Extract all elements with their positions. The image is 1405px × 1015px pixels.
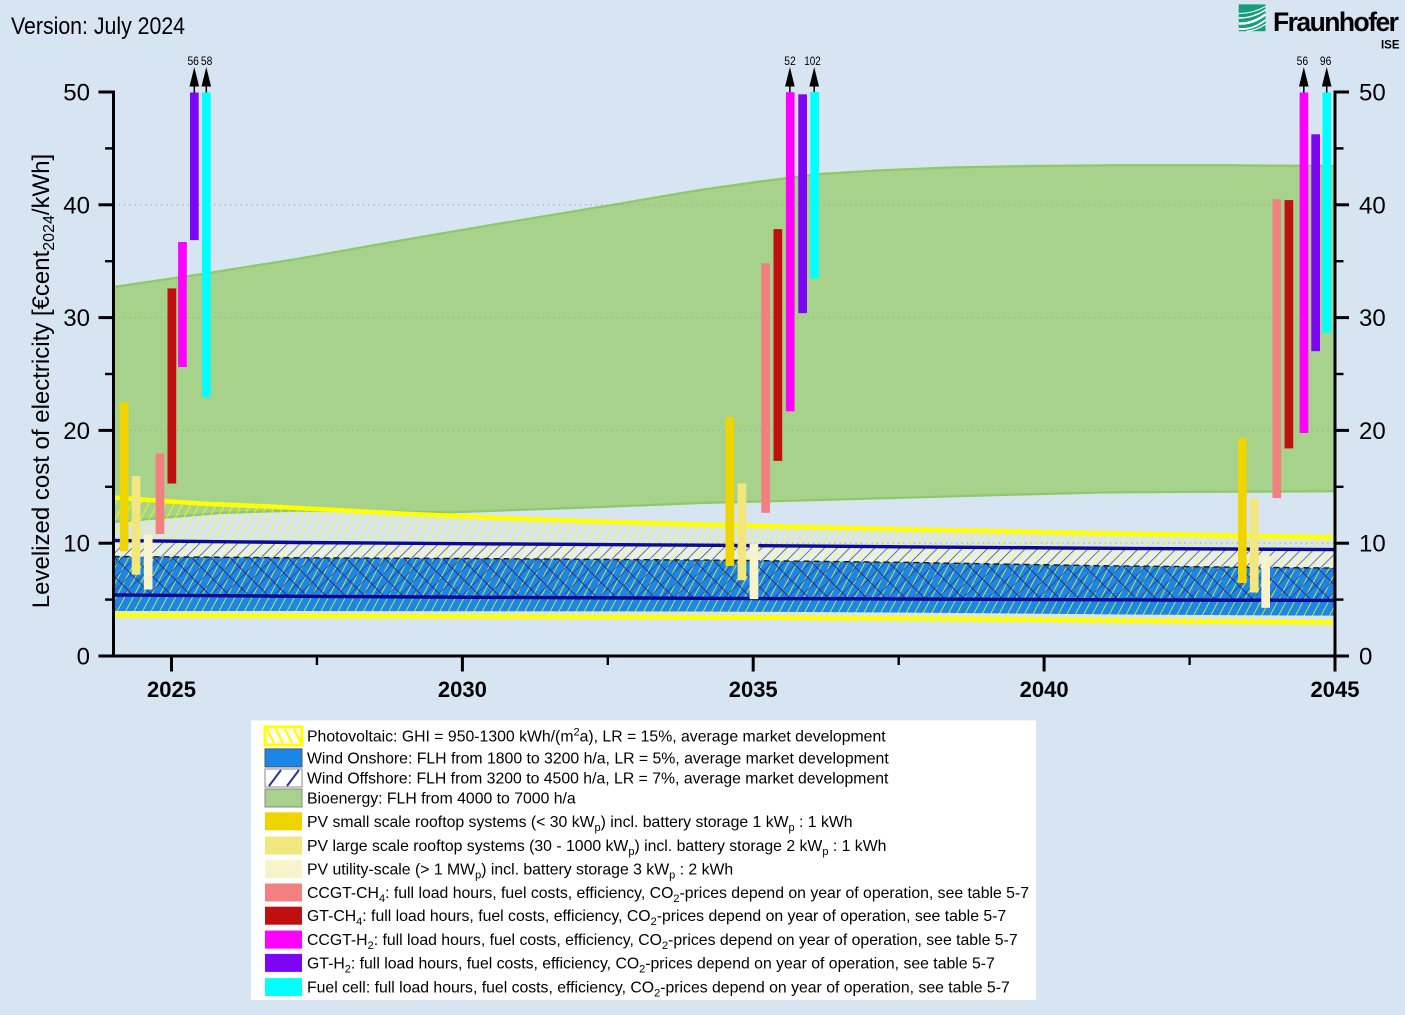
svg-text:40: 40 — [1359, 192, 1386, 219]
svg-text:GT-CH4: full load hours, fuel: GT-CH4: full load hours, fuel costs, eff… — [307, 908, 1006, 928]
svg-text:50: 50 — [63, 80, 90, 107]
svg-text:2025: 2025 — [147, 677, 196, 702]
svg-text:PV utility-scale (> 1 MWp) inc: PV utility-scale (> 1 MWp) incl. battery… — [307, 862, 733, 882]
svg-text:96: 96 — [1320, 54, 1332, 68]
svg-text:2045: 2045 — [1311, 677, 1360, 702]
svg-text:CCGT-H2: full load hours, fuel: CCGT-H2: full load hours, fuel costs, ef… — [307, 932, 1018, 952]
svg-text:30: 30 — [1359, 305, 1386, 332]
svg-text:ISE: ISE — [1381, 40, 1400, 52]
svg-text:Wind Onshore: FLH from 1800 to: Wind Onshore: FLH from 1800 to 3200 h/a,… — [307, 750, 889, 767]
svg-text:52: 52 — [784, 54, 796, 68]
svg-text:Fraunhofer: Fraunhofer — [1273, 7, 1399, 37]
svg-text:102: 102 — [804, 54, 821, 68]
svg-text:Photovoltaic: GHI = 950-1300 k: Photovoltaic: GHI = 950-1300 kWh/(m2a), … — [307, 727, 886, 746]
svg-text:2040: 2040 — [1020, 677, 1069, 702]
svg-text:40: 40 — [63, 192, 90, 219]
svg-text:56: 56 — [187, 54, 199, 68]
svg-text:2030: 2030 — [438, 677, 487, 702]
svg-text:58: 58 — [201, 54, 213, 68]
svg-text:0: 0 — [1359, 644, 1372, 671]
svg-text:56: 56 — [1297, 54, 1309, 68]
svg-text:Wind Offshore: FLH from 3200 t: Wind Offshore: FLH from 3200 to 4500 h/a… — [307, 771, 889, 788]
svg-text:50: 50 — [1359, 80, 1386, 107]
svg-text:GT-H2: full load hours, fuel c: GT-H2: full load hours, fuel costs, effi… — [307, 955, 995, 975]
svg-text:2035: 2035 — [729, 677, 778, 702]
svg-text:PV small scale rooftop systems: PV small scale rooftop systems (< 30 kWp… — [307, 814, 853, 834]
svg-text:Version: July 2024: Version: July 2024 — [11, 13, 185, 40]
svg-text:30: 30 — [63, 305, 90, 332]
svg-text:CCGT-CH4: full load hours, fue: CCGT-CH4: full load hours, fuel costs, e… — [307, 885, 1029, 905]
svg-text:PV large scale rooftop systems: PV large scale rooftop systems (30 - 100… — [307, 838, 886, 858]
svg-text:0: 0 — [77, 644, 90, 671]
svg-text:10: 10 — [63, 531, 90, 558]
svg-text:20: 20 — [1359, 418, 1386, 445]
svg-text:Bioenergy: FLH from 4000 to 70: Bioenergy: FLH from 4000 to 7000 h/a — [307, 791, 576, 808]
svg-text:Fuel cell: full load hours, fu: Fuel cell: full load hours, fuel costs, … — [307, 980, 1010, 1000]
svg-text:10: 10 — [1359, 531, 1386, 558]
svg-text:20: 20 — [63, 418, 90, 445]
